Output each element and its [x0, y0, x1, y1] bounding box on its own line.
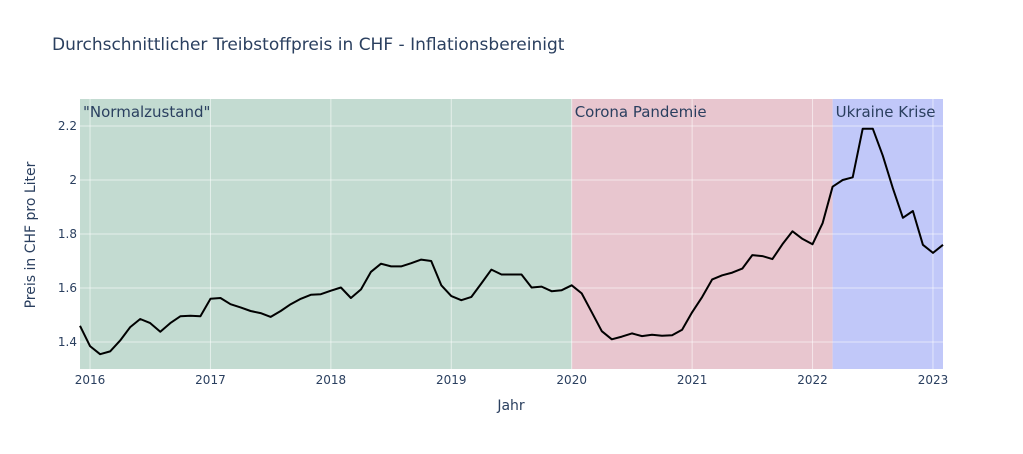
y-axis-label: Preis in CHF pro Liter: [23, 161, 39, 308]
y-tick-label: 1.4: [58, 335, 77, 349]
x-tick-label: 2022: [797, 373, 828, 387]
y-tick-label: 1.8: [58, 227, 77, 241]
gridlines: [80, 99, 943, 369]
y-axis-ticks: 1.4 1.6 1.8 2 2.2: [58, 119, 77, 349]
x-axis-ticks: 2016 2017 2018 2019 2020 2021 2022 2023: [75, 373, 948, 387]
x-tick-label: 2017: [195, 373, 226, 387]
chart-title: Durchschnittlicher Treibstoffpreis in CH…: [52, 35, 565, 55]
x-tick-label: 2023: [918, 373, 949, 387]
x-tick-label: 2018: [316, 373, 347, 387]
x-axis-label: Jahr: [496, 398, 525, 414]
y-tick-label: 2.2: [58, 119, 77, 133]
region-label-1: Corona Pandemie: [575, 103, 707, 121]
region-label-0: "Normalzustand": [83, 103, 210, 121]
region-labels: "Normalzustand" Corona Pandemie Ukraine Kr…: [83, 103, 936, 121]
region-label-2: Ukraine Krise: [836, 103, 936, 121]
y-tick-label: 2: [69, 173, 77, 187]
x-tick-label: 2020: [556, 373, 587, 387]
x-tick-label: 2019: [436, 373, 467, 387]
series-line-0: [79, 127, 944, 356]
price-series: [79, 127, 944, 356]
x-tick-label: 2021: [677, 373, 708, 387]
y-tick-label: 1.6: [58, 281, 77, 295]
x-tick-label: 2016: [75, 373, 106, 387]
